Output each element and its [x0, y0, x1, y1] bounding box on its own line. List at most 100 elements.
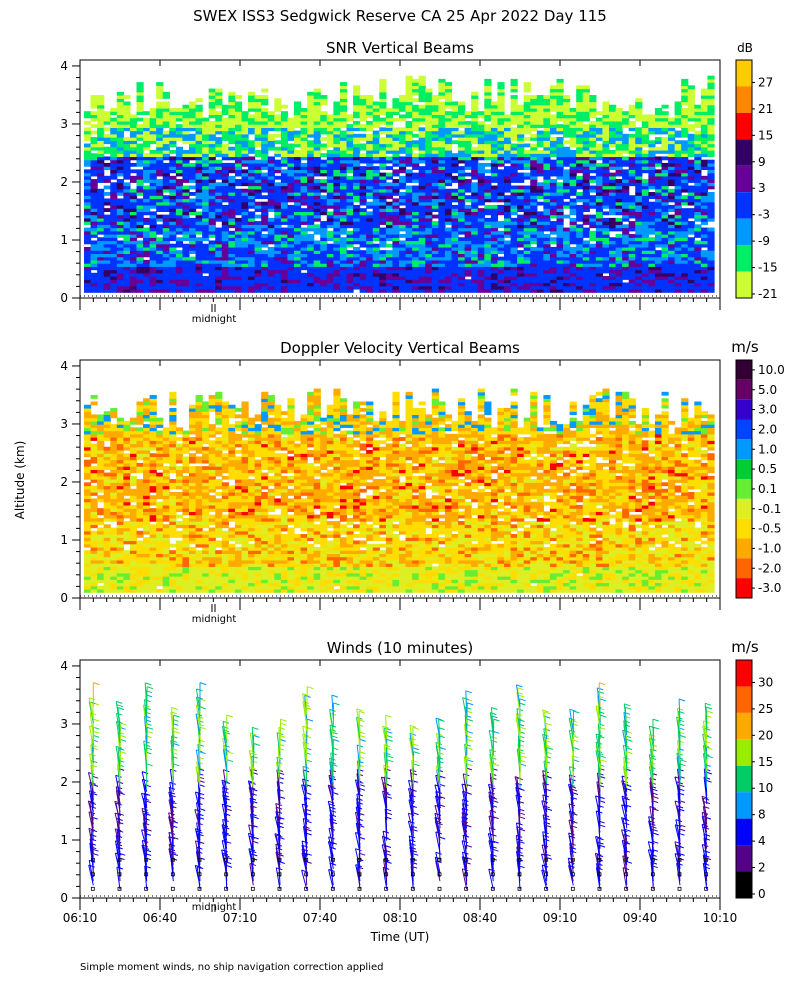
heatmap-cell [162, 204, 170, 209]
heatmap-cell [110, 188, 118, 193]
heatmap-cell [523, 143, 531, 148]
heatmap-cell [326, 153, 334, 158]
heatmap-cell [346, 230, 354, 235]
heatmap-cell [215, 117, 223, 122]
heatmap-cell [294, 137, 302, 141]
heatmap-cell [615, 182, 623, 187]
heatmap-cell [556, 146, 564, 151]
heatmap-cell [517, 156, 525, 161]
heatmap-cell [195, 221, 203, 225]
heatmap-cell [261, 140, 269, 145]
heatmap-cell [116, 182, 124, 187]
heatmap-cell [484, 124, 492, 128]
heatmap-cell [97, 279, 105, 284]
heatmap-cell [294, 107, 302, 112]
heatmap-cell [136, 214, 144, 219]
heatmap-cell [221, 143, 229, 148]
heatmap-cell [405, 107, 413, 112]
heatmap-cell [405, 285, 413, 290]
heatmap-cell [628, 276, 636, 280]
heatmap-cell [162, 133, 170, 138]
heatmap-cell [504, 224, 512, 229]
heatmap-cell [648, 221, 656, 225]
heatmap-cell [110, 288, 118, 293]
heatmap-cell [451, 282, 459, 287]
heatmap-cell [202, 243, 210, 248]
heatmap-cell [471, 114, 479, 119]
heatmap-cell [556, 91, 564, 96]
heatmap-cell [412, 217, 420, 222]
heatmap-cell [143, 276, 151, 280]
heatmap-cell [392, 266, 400, 271]
heatmap-cell [510, 198, 518, 203]
heatmap-cell [471, 188, 479, 193]
heatmap-cell [405, 88, 413, 93]
heatmap-cell [556, 98, 564, 103]
heatmap-cell [425, 124, 433, 128]
heatmap-cell [287, 237, 295, 242]
heatmap-cell [169, 133, 177, 138]
heatmap-cell [464, 237, 472, 242]
heatmap-cell [602, 107, 610, 112]
heatmap-cell [169, 117, 177, 122]
heatmap-cell [609, 240, 617, 245]
heatmap-cell [234, 179, 243, 183]
heatmap-cell [149, 201, 157, 206]
heatmap-cell [359, 282, 367, 287]
heatmap-cell [412, 159, 420, 164]
heatmap-cell [517, 114, 525, 119]
heatmap-cell [615, 272, 623, 277]
heatmap-cell [517, 179, 525, 183]
heatmap-cell [97, 237, 105, 242]
heatmap-cell [326, 140, 334, 145]
heatmap-cell [504, 146, 512, 151]
heatmap-cell [346, 276, 354, 280]
heatmap-cell [412, 162, 420, 167]
heatmap-cell [103, 201, 111, 206]
heatmap-cell [654, 117, 663, 122]
heatmap-cell [628, 162, 636, 167]
heatmap-cell [385, 156, 394, 161]
heatmap-cell [576, 169, 584, 174]
heatmap-cell [536, 259, 544, 264]
heatmap-cell [110, 117, 118, 122]
heatmap-cell [307, 276, 315, 280]
heatmap-cell [418, 159, 426, 164]
heatmap-cell [300, 107, 308, 112]
heatmap-cell [162, 237, 170, 242]
heatmap-cell [471, 140, 479, 145]
heatmap-cell [254, 240, 262, 245]
heatmap-cell [162, 111, 170, 116]
heatmap-cell [136, 208, 144, 212]
heatmap-cell [189, 127, 197, 132]
heatmap-cell [418, 120, 426, 125]
heatmap-cell [628, 111, 636, 116]
heatmap-cell [221, 169, 229, 174]
heatmap-cell [248, 140, 256, 145]
heatmap-cell [412, 156, 420, 161]
heatmap-cell [595, 285, 604, 290]
heatmap-cell [431, 159, 439, 164]
heatmap-cell [169, 237, 177, 242]
heatmap-cell [595, 153, 604, 158]
heatmap-cell [563, 201, 571, 206]
heatmap-cell [471, 237, 479, 242]
heatmap-cell [228, 91, 236, 96]
heatmap-cell [208, 221, 216, 225]
heatmap-cell [353, 85, 361, 90]
heatmap-cell [300, 221, 308, 225]
heatmap-cell [149, 120, 157, 125]
heatmap-cell [418, 285, 426, 290]
heatmap-cell [261, 211, 269, 216]
heatmap-cell [668, 279, 676, 284]
heatmap-cell [116, 224, 124, 229]
heatmap-cell [569, 288, 577, 293]
heatmap-cell [97, 263, 105, 267]
heatmap-cell [431, 153, 439, 158]
heatmap-cell [563, 107, 571, 112]
heatmap-cell [313, 159, 321, 164]
heatmap-cell [451, 272, 459, 277]
heatmap-cell [90, 169, 98, 174]
heatmap-cell [221, 133, 229, 138]
heatmap-cell [182, 208, 190, 212]
